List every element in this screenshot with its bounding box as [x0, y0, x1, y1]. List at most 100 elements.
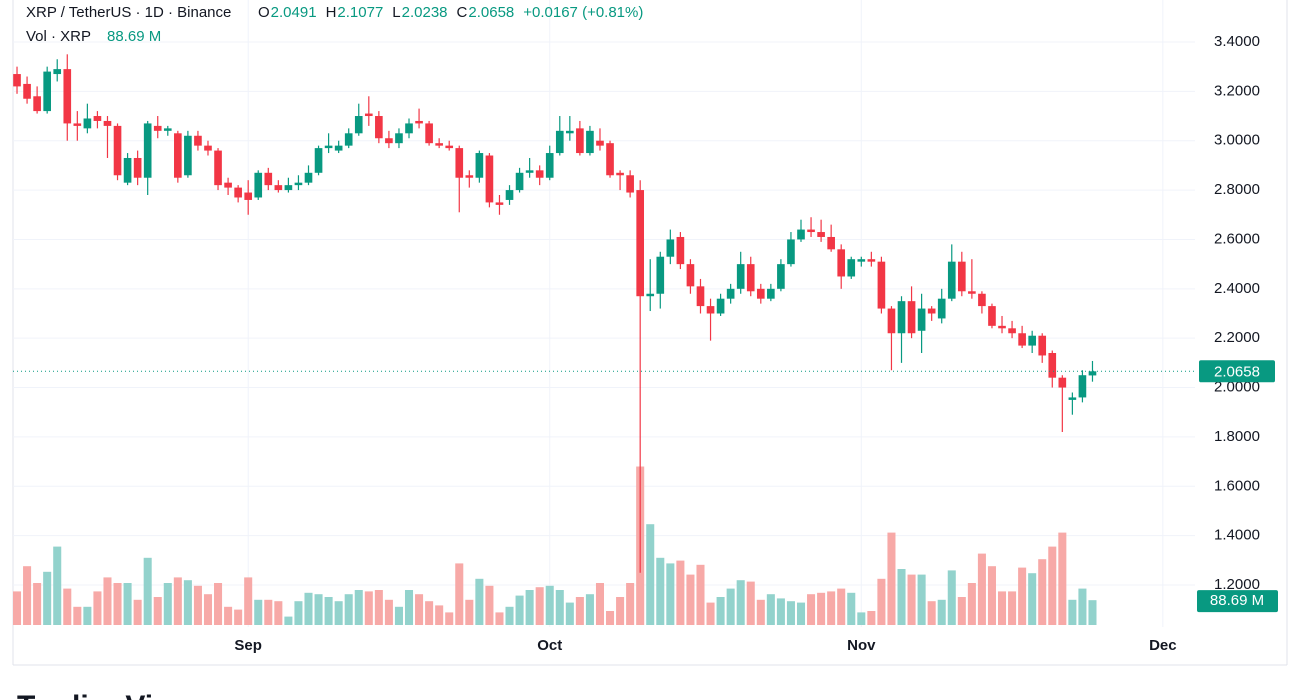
candle-body [555, 130, 564, 154]
volume-bar [485, 585, 494, 625]
volume-bar [595, 583, 604, 625]
candle-body [726, 288, 735, 299]
candle-body [294, 182, 303, 186]
volume-bar [394, 606, 403, 625]
candle-body [988, 306, 996, 326]
candle-body [385, 138, 393, 144]
candle-body [364, 113, 373, 117]
volume-bar [1028, 573, 1037, 625]
candle-body [566, 130, 574, 134]
candle-body [1018, 333, 1026, 346]
y-tick-label: 3.4000 [1214, 33, 1260, 50]
volume-bar [425, 601, 434, 625]
brand-logo: TradingView [17, 690, 194, 700]
candle-body [43, 71, 51, 112]
candle-body [787, 239, 795, 265]
candle-body [998, 325, 1006, 329]
candle-body [113, 125, 122, 176]
volume-bar [646, 524, 655, 625]
volume-bar [244, 577, 253, 625]
candle-body [324, 145, 333, 149]
candle-body [1038, 335, 1047, 356]
candle-body [1028, 335, 1036, 346]
symbol-title: XRP / TetherUS · 1D · Binance [26, 4, 231, 21]
volume-bar [445, 612, 454, 625]
ohlc-value: 2.0491 [271, 4, 317, 21]
candle-body [857, 259, 866, 262]
candle-body [184, 135, 192, 176]
volume-bar [998, 591, 1007, 625]
candle-body [143, 123, 152, 178]
labels: 1.2000 1.4000 1.6000 1.8000 2.0000 2.2000 2.40… [234, 33, 1278, 654]
candle-body [73, 123, 82, 126]
candle-body [123, 157, 132, 183]
candle-body [525, 170, 534, 173]
volume-bar [404, 590, 414, 625]
volume-bar [686, 574, 695, 625]
ohlc-value: 2.1077 [337, 4, 383, 21]
volume-bar [384, 599, 393, 625]
volume-bar [947, 570, 956, 625]
candle-body [314, 148, 323, 173]
candle-body [666, 239, 675, 257]
volume-bar [927, 601, 936, 625]
candle-body [957, 261, 966, 292]
candle-body [1058, 377, 1067, 388]
candle-body [1048, 352, 1057, 378]
candle-body [777, 264, 785, 289]
volume-bar [13, 591, 22, 625]
volume-bar [857, 612, 866, 625]
candle-body [174, 133, 182, 178]
candle-body [194, 135, 202, 146]
volume-bar [274, 601, 283, 625]
volume-bar [606, 611, 615, 625]
ohlc-letter: L [392, 4, 400, 21]
change-value: +0.0167 (+0.81%) [523, 4, 643, 21]
candle-body [214, 150, 222, 186]
volume-bar [475, 578, 484, 625]
y-tick-label: 1.2000 [1214, 576, 1260, 593]
x-tick-label: Nov [847, 637, 876, 654]
x-tick-label: Sep [234, 637, 262, 654]
candle-body [696, 286, 705, 307]
volume-bar [465, 599, 474, 625]
x-tick-label: Oct [537, 637, 562, 654]
ohlc-value: 2.0238 [402, 4, 448, 21]
volume-bar [374, 590, 383, 625]
volume-bar [294, 601, 303, 625]
volume-bar [23, 566, 32, 625]
candle-body [606, 143, 614, 176]
candle-body [978, 293, 986, 307]
volume-bar [756, 599, 765, 625]
volume-bar [917, 574, 926, 625]
candle-body [395, 133, 403, 144]
candle-body [917, 308, 926, 331]
volume-bar [877, 578, 886, 625]
volume-bar [1008, 591, 1017, 625]
volume-bar [214, 583, 223, 625]
y-tick-label: 2.0000 [1214, 379, 1260, 396]
candle-body [284, 185, 293, 191]
volume-bar [143, 557, 152, 625]
volume-bar [1068, 599, 1077, 625]
candle-body [817, 232, 825, 237]
volume-bar [837, 588, 846, 625]
volume-bar [796, 602, 806, 625]
volume-bar [1048, 546, 1057, 625]
volume-bar [224, 606, 233, 625]
volume-bar [153, 597, 162, 625]
candle-body [576, 128, 584, 154]
volume-bar [1058, 532, 1067, 625]
candle-body [535, 170, 544, 178]
y-tick-label: 2.8000 [1214, 181, 1260, 198]
volume-bar [254, 599, 263, 625]
volume-bar [203, 594, 213, 625]
candle-body [415, 120, 423, 124]
candle-body [264, 172, 273, 186]
volume-bar [183, 580, 192, 625]
y-tick-label: 1.6000 [1214, 477, 1260, 494]
volume-bar [324, 597, 333, 625]
candle-body [254, 172, 263, 198]
candle-body [947, 261, 956, 299]
